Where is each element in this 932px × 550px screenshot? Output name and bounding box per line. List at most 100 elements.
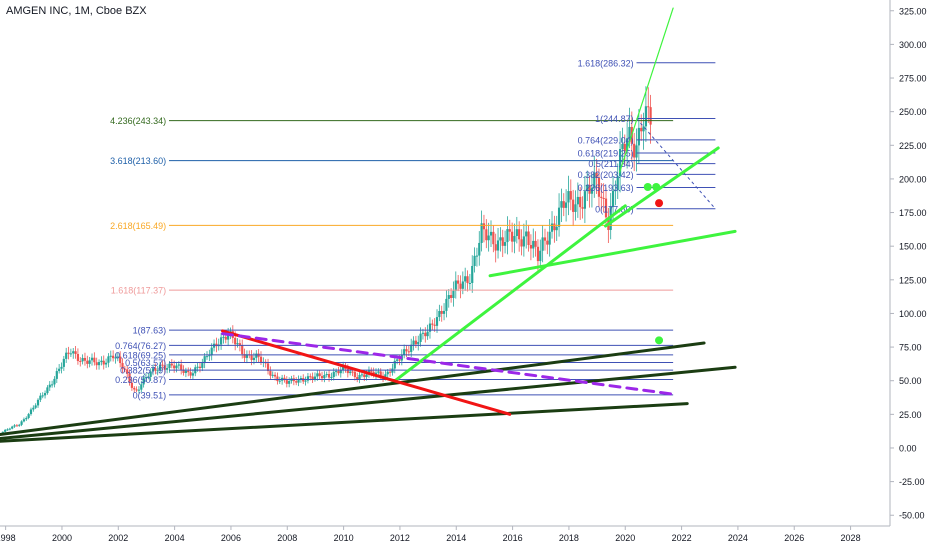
trendline <box>221 329 512 416</box>
candle-body <box>513 235 516 242</box>
candle-body <box>208 355 211 357</box>
candle-body <box>579 196 582 208</box>
y-tick-label: 75.00 <box>899 343 922 353</box>
y-tick-label: 175.00 <box>899 208 927 218</box>
candle-body <box>393 360 396 369</box>
candle-body <box>623 143 626 152</box>
candle-body <box>161 364 164 366</box>
candle-body <box>480 223 483 243</box>
candle-body <box>633 143 636 158</box>
candle-body <box>43 393 47 396</box>
candle-body <box>346 368 349 374</box>
fib-level-long-label: 0(39.51) <box>133 390 167 400</box>
x-tick-label: 2024 <box>728 533 748 543</box>
candle-body <box>496 240 500 251</box>
candle-body <box>482 223 486 230</box>
candle-body <box>590 187 594 194</box>
fib-level-monthly-label: 1.618(286.32) <box>578 58 634 68</box>
candle-body <box>435 317 439 326</box>
candle-body <box>637 127 640 146</box>
candle-body <box>273 374 277 377</box>
candle-body <box>175 365 178 369</box>
candle-body <box>313 376 317 380</box>
candle-body <box>147 376 150 378</box>
fibonacci-levels: 4.236(243.34) 3.618(213.60) 2.618(165.49) 1… <box>110 58 716 400</box>
candle-body <box>320 376 324 379</box>
candle-body <box>20 421 23 425</box>
candle-body <box>97 362 101 366</box>
candle-body <box>581 207 584 209</box>
candle-body <box>407 351 410 353</box>
candle-body <box>478 242 481 256</box>
candle-body <box>100 360 103 363</box>
fib-extension-label: 3.618(213.60) <box>110 156 166 166</box>
candle-body <box>529 245 533 249</box>
fib-level-monthly-label: 0.764(229.04) <box>578 135 634 145</box>
candle-body <box>135 389 138 391</box>
candle-body <box>562 201 565 208</box>
candle-body <box>311 376 314 380</box>
candle-body <box>360 374 364 376</box>
candle-body <box>628 126 631 139</box>
candle-body <box>123 368 126 370</box>
candle-body <box>539 250 542 262</box>
candle-body <box>201 363 204 368</box>
candle-body <box>151 368 155 372</box>
candle-body <box>309 376 312 378</box>
trendline <box>0 341 706 437</box>
candle-body <box>288 380 291 384</box>
candle-body <box>396 359 399 361</box>
fib-level-monthly-label: 0.618(219.25) <box>578 149 634 159</box>
candle-body <box>13 425 16 427</box>
candle-body <box>222 336 225 338</box>
candle-body <box>527 231 530 246</box>
candle-body <box>65 352 68 359</box>
candle-body <box>386 371 389 375</box>
candle-body <box>424 332 427 337</box>
candle-body <box>522 236 525 247</box>
candle-body <box>130 382 134 388</box>
candle-body <box>323 375 326 379</box>
candle-body <box>271 374 274 376</box>
x-tick-label: 2026 <box>784 533 804 543</box>
candle-body <box>224 336 227 340</box>
candle-body <box>332 371 335 377</box>
fib-level-long-label: 0.764(76.27) <box>115 341 166 351</box>
candle-body <box>318 373 321 377</box>
candle-body <box>191 373 195 376</box>
candle-body <box>83 357 87 361</box>
candle-body <box>351 371 354 373</box>
candle-body <box>583 191 586 209</box>
candle-body <box>36 399 40 406</box>
x-tick-label: 2008 <box>277 533 297 543</box>
candle-body <box>205 356 209 358</box>
candle-body <box>417 341 420 345</box>
fib-level-long-label: 1(87.63) <box>133 326 167 336</box>
candle-body <box>586 184 589 192</box>
candle-body <box>565 202 568 208</box>
candle-body <box>379 371 382 376</box>
y-tick-label: 125.00 <box>899 275 927 285</box>
candle-body <box>109 355 112 357</box>
candle-body <box>32 407 35 410</box>
candle-body <box>170 363 173 366</box>
fib-extension-label: 4.236(243.34) <box>110 116 166 126</box>
trendline <box>619 7 674 173</box>
fib-level-monthly-label: 0.236(193.63) <box>578 183 634 193</box>
candle-body <box>250 355 253 361</box>
candle-body <box>431 323 434 325</box>
candle-body <box>156 370 159 372</box>
y-tick-label: 225.00 <box>899 141 927 151</box>
candle-body <box>644 106 648 127</box>
candle-body <box>377 371 380 373</box>
x-tick-label: 2022 <box>672 533 692 543</box>
x-tick-label: 2016 <box>503 533 523 543</box>
candle-body <box>114 357 117 359</box>
fib-extension-label: 1.618(117.37) <box>111 286 166 296</box>
y-tick-label: -25.00 <box>899 477 925 487</box>
candle-body <box>489 231 493 236</box>
candle-body <box>15 425 18 427</box>
candle-body <box>534 240 537 247</box>
